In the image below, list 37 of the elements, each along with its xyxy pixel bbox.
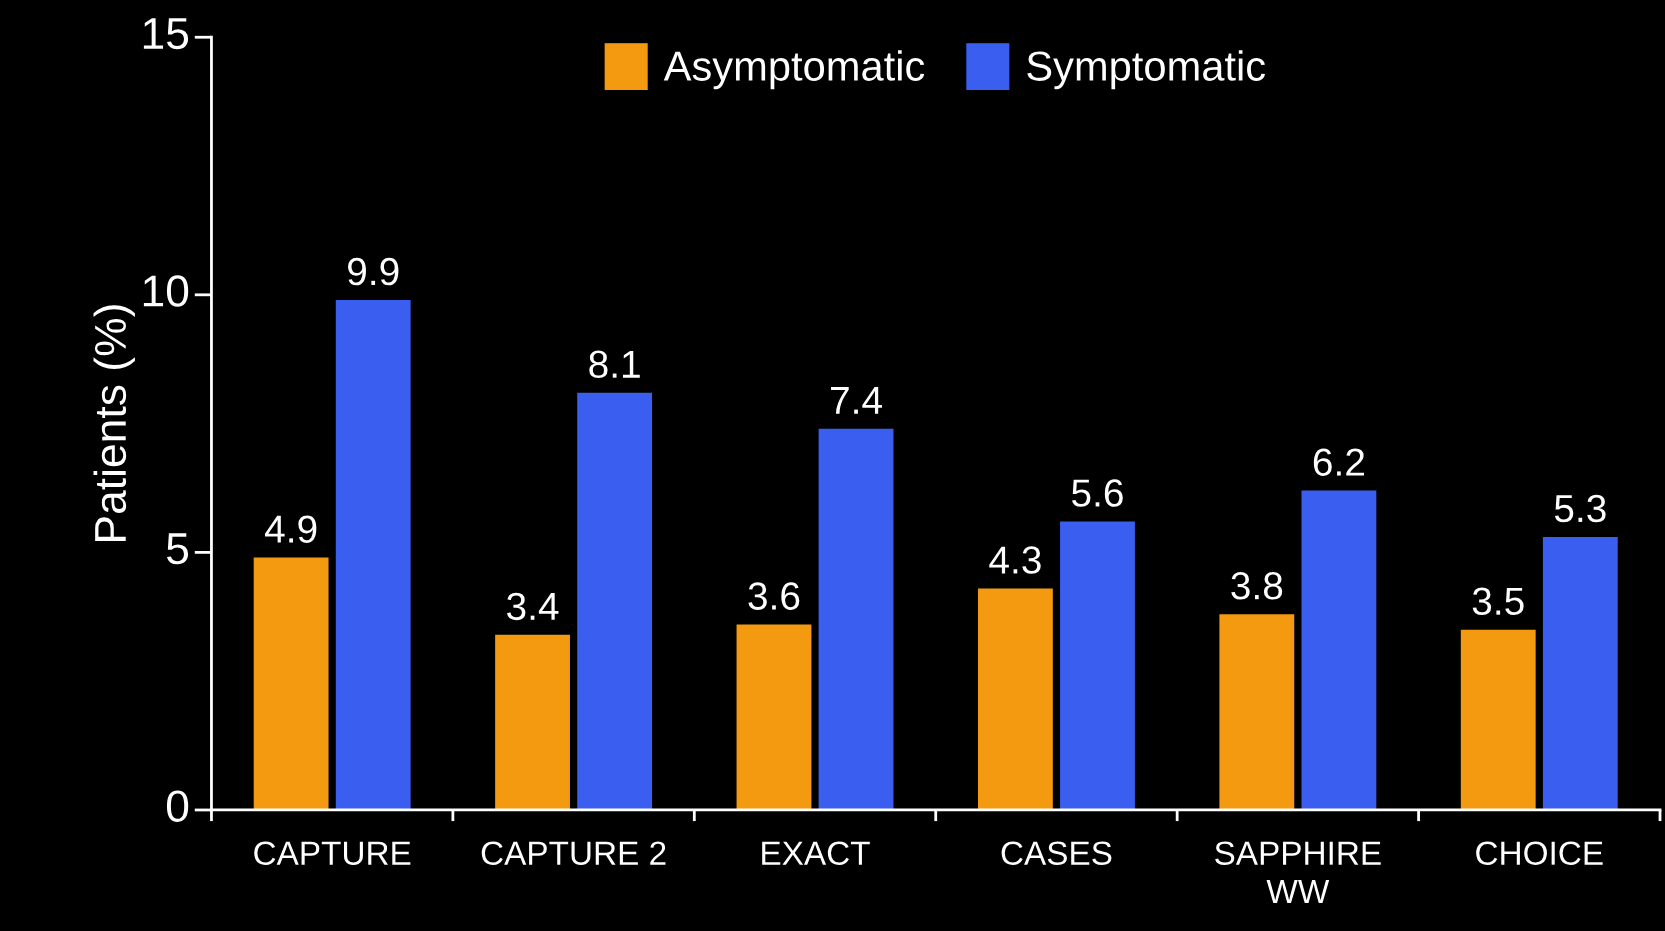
data-label: 6.2 bbox=[1313, 448, 1364, 476]
bar bbox=[818, 428, 894, 810]
x-tick-label: CAPTURE 2 bbox=[481, 841, 666, 866]
bar bbox=[335, 299, 411, 810]
x-tick-label: EXACT bbox=[762, 841, 870, 866]
data-label: 5.6 bbox=[1072, 479, 1123, 507]
y-tick-label: 0 bbox=[166, 790, 189, 822]
data-label: 3.4 bbox=[507, 592, 559, 621]
x-tick-label: SAPPHIRE WW bbox=[1215, 841, 1381, 903]
x-tick-label: CASES bbox=[1001, 841, 1112, 866]
bar bbox=[1460, 629, 1536, 810]
legend-label: Asymptomatic bbox=[663, 50, 925, 90]
y-axis-title: Patients (%) bbox=[93, 305, 135, 541]
data-label: 4.9 bbox=[264, 515, 317, 543]
data-label: 3.8 bbox=[1231, 572, 1283, 600]
data-label: 8.1 bbox=[589, 350, 640, 379]
legend-label: Symptomatic bbox=[1027, 50, 1266, 90]
data-label: 9.9 bbox=[348, 257, 399, 286]
y-tick-label: 10 bbox=[143, 275, 189, 307]
data-label: 4.3 bbox=[989, 546, 1041, 574]
x-tick-label: CAPTURE bbox=[254, 841, 411, 866]
y-tick-label: 5 bbox=[166, 533, 189, 565]
bar bbox=[1301, 490, 1377, 810]
data-label: 3.6 bbox=[748, 582, 800, 610]
bar bbox=[495, 634, 570, 810]
bar bbox=[1219, 614, 1295, 810]
bar bbox=[1542, 536, 1618, 810]
y-tick-label: 15 bbox=[143, 18, 189, 50]
data-label: 5.3 bbox=[1554, 494, 1606, 523]
bar bbox=[253, 557, 329, 810]
bar bbox=[977, 588, 1053, 810]
bar bbox=[736, 624, 812, 810]
x-tick-label: CHOICE bbox=[1476, 841, 1603, 866]
data-label: 3.5 bbox=[1472, 587, 1524, 616]
bar bbox=[577, 392, 653, 810]
data-label: 7.4 bbox=[831, 386, 882, 414]
bar bbox=[1060, 521, 1135, 810]
